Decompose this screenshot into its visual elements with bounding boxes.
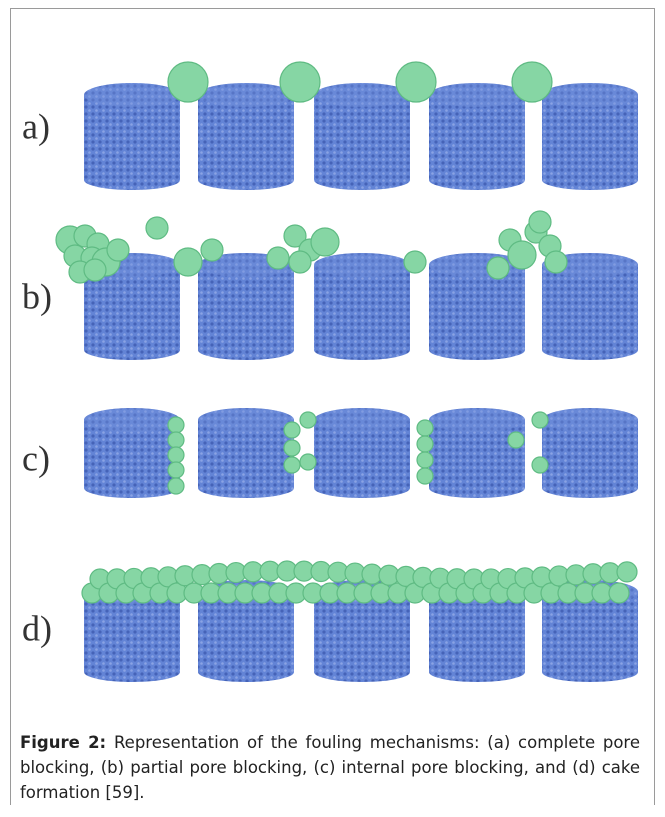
foulant-particle bbox=[168, 447, 184, 463]
membrane-pore-wall bbox=[84, 408, 180, 432]
foulant-particle bbox=[300, 412, 316, 428]
foulant-particle bbox=[609, 583, 629, 603]
membrane-pore-wall bbox=[198, 408, 294, 432]
membrane-pore-wall bbox=[198, 662, 294, 682]
foulant-particle bbox=[84, 259, 106, 281]
foulant-particle bbox=[417, 468, 433, 484]
caption-text: Representation of the fouling mechanisms… bbox=[20, 733, 640, 802]
foulant-particle bbox=[168, 462, 184, 478]
foulant-particle bbox=[107, 239, 129, 261]
foulant-particle bbox=[417, 436, 433, 452]
membrane-pore-wall bbox=[429, 265, 525, 350]
figure-illustration: a) b) c) d) bbox=[0, 0, 665, 720]
membrane-pore-wall bbox=[542, 95, 638, 180]
foulant-particle bbox=[417, 452, 433, 468]
membrane-pore-wall bbox=[429, 662, 525, 682]
foulant-particle bbox=[396, 62, 436, 102]
foulant-particle bbox=[168, 432, 184, 448]
foulant-particle bbox=[532, 457, 548, 473]
membrane-pore-wall bbox=[542, 265, 638, 350]
membrane-pore-wall bbox=[542, 478, 638, 498]
membrane-pore-wall bbox=[314, 95, 410, 180]
panel-label: a) bbox=[22, 106, 50, 146]
foulant-particle bbox=[617, 562, 637, 582]
membrane-pore-wall bbox=[198, 340, 294, 360]
foulant-particle bbox=[300, 454, 316, 470]
foulant-particle bbox=[267, 247, 289, 269]
membrane-pore-wall bbox=[314, 662, 410, 682]
page: {"figure": {"panels": [{"label": "a)"}, … bbox=[0, 0, 665, 817]
foulant-particle bbox=[487, 257, 509, 279]
membrane-pore-wall bbox=[542, 662, 638, 682]
membrane-pore-wall bbox=[198, 83, 294, 107]
membrane-pore-wall bbox=[198, 265, 294, 350]
membrane-pore-wall bbox=[429, 478, 525, 498]
foulant-particle bbox=[289, 251, 311, 273]
membrane-pore-wall bbox=[314, 265, 410, 350]
membrane-pore-wall bbox=[314, 83, 410, 107]
foulant-particle bbox=[284, 422, 300, 438]
foulant-particle bbox=[284, 440, 300, 456]
caption-label: Figure 2: bbox=[20, 733, 106, 752]
membrane-pore-wall bbox=[84, 170, 180, 190]
foulant-particle bbox=[508, 241, 536, 269]
foulant-particle bbox=[174, 248, 202, 276]
foulant-particle bbox=[545, 251, 567, 273]
foulant-particle bbox=[311, 228, 339, 256]
membrane-pore-wall bbox=[314, 170, 410, 190]
foulant-particle bbox=[201, 239, 223, 261]
membrane-pore-wall bbox=[542, 83, 638, 107]
membrane-pore-wall bbox=[198, 478, 294, 498]
membrane-pore-wall bbox=[84, 95, 180, 180]
foulant-particle bbox=[508, 432, 524, 448]
panel-label: d) bbox=[22, 608, 52, 648]
foulant-particle bbox=[529, 211, 551, 233]
membrane-pore-wall bbox=[429, 170, 525, 190]
panel-label: c) bbox=[22, 438, 50, 478]
membrane-pore-wall bbox=[429, 83, 525, 107]
foulant-particle bbox=[532, 412, 548, 428]
foulant-particle bbox=[168, 62, 208, 102]
membrane-pore-wall bbox=[542, 340, 638, 360]
membrane-pore-wall bbox=[84, 340, 180, 360]
membrane-pore-wall bbox=[429, 340, 525, 360]
foulant-particle bbox=[168, 417, 184, 433]
foulant-particle bbox=[404, 251, 426, 273]
membrane-pore-wall bbox=[429, 408, 525, 432]
membrane-pore-wall bbox=[198, 95, 294, 180]
membrane-pore-wall bbox=[314, 253, 410, 277]
membrane-pore-wall bbox=[429, 95, 525, 180]
figure-caption: Figure 2: Representation of the fouling … bbox=[20, 730, 640, 805]
foulant-particle bbox=[280, 62, 320, 102]
membrane-pore-wall bbox=[84, 662, 180, 682]
foulant-particle bbox=[168, 478, 184, 494]
foulant-particle bbox=[512, 62, 552, 102]
membrane-pore-wall bbox=[542, 408, 638, 432]
membrane-pore-wall bbox=[84, 83, 180, 107]
membrane-pore-wall bbox=[314, 408, 410, 432]
membrane-pore-wall bbox=[198, 170, 294, 190]
membrane-pore-wall bbox=[314, 478, 410, 498]
foulant-particle bbox=[284, 457, 300, 473]
foulant-particle bbox=[146, 217, 168, 239]
membrane-pore-wall bbox=[314, 340, 410, 360]
foulant-particle bbox=[417, 420, 433, 436]
membrane-pore-wall bbox=[542, 170, 638, 190]
panel-label: b) bbox=[22, 276, 52, 316]
membrane-pore-wall bbox=[84, 478, 180, 498]
